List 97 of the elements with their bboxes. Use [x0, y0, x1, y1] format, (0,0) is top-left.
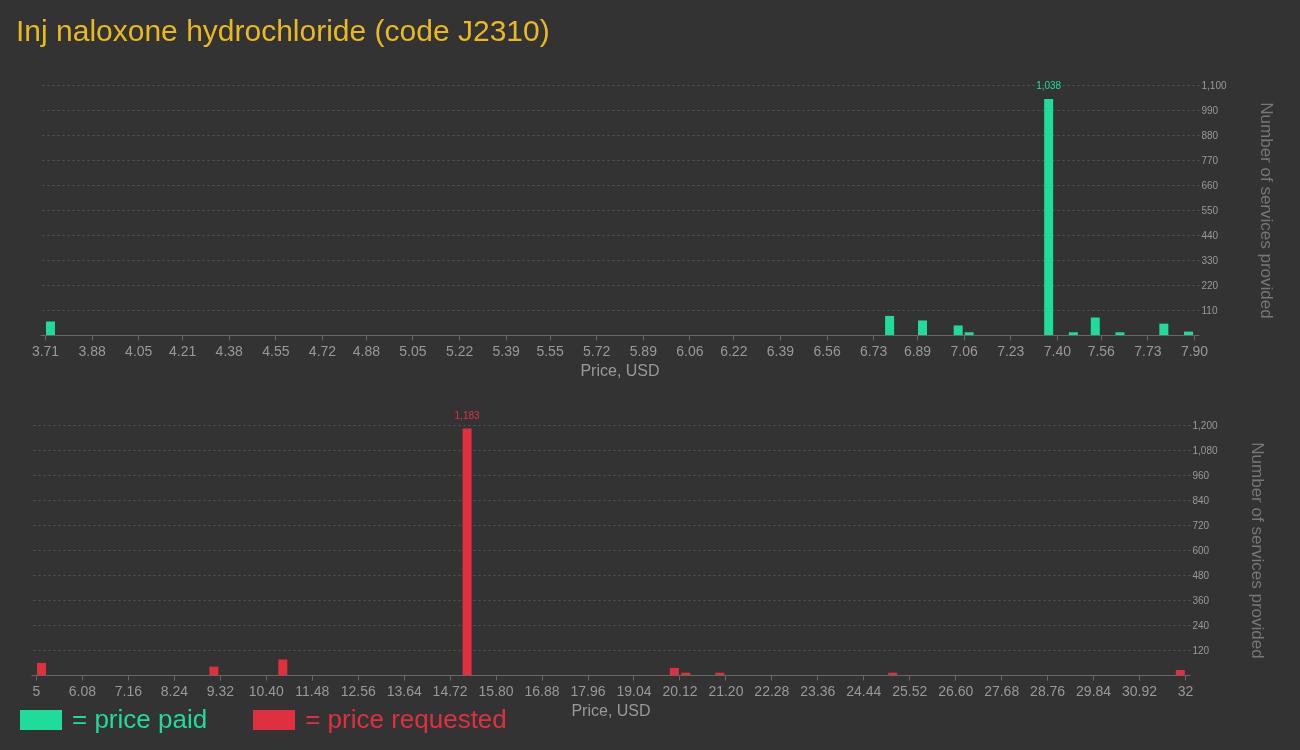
x-tick-label: 6.89 — [903, 342, 932, 359]
y-tick-label: 600 — [1192, 544, 1210, 556]
x-tick-label: 29.84 — [1076, 682, 1112, 699]
x-tick-label: 4.88 — [352, 342, 381, 359]
y-tick-label: 1,200 — [1192, 419, 1218, 431]
x-tick-label: 5.05 — [399, 342, 427, 359]
x-tick-label: 4.21 — [168, 342, 197, 359]
x-tick-label: 5.55 — [536, 342, 564, 359]
y-tick-label: 220 — [1201, 279, 1219, 291]
x-tick-label: 7.90 — [1180, 342, 1209, 359]
bar — [885, 315, 895, 335]
x-tick-label: 27.68 — [984, 682, 1020, 699]
x-tick-label: 4.72 — [308, 342, 337, 359]
x-tick-label: 6.73 — [860, 342, 888, 359]
bar — [1090, 317, 1100, 335]
x-tick-label: 20.12 — [662, 682, 698, 699]
y-tick-label: 110 — [1201, 304, 1218, 316]
x-tick-label: 6.22 — [720, 342, 748, 359]
y-tick-label: 960 — [1192, 469, 1210, 481]
bar — [918, 320, 928, 335]
y-tick-label: 990 — [1201, 104, 1219, 116]
x-tick-label: 7.06 — [950, 342, 978, 359]
x-tick-label: 25.52 — [892, 682, 928, 699]
x-tick-label: 7.16 — [114, 682, 143, 699]
x-tick-label: 4.38 — [215, 342, 244, 359]
bar — [669, 667, 679, 675]
y-tick-label: 120 — [1192, 644, 1210, 656]
x-tick-label: 24.44 — [846, 682, 882, 699]
bar — [964, 332, 974, 335]
bar — [45, 321, 55, 335]
x-tick-label: 8.24 — [160, 682, 189, 699]
x-tick-label: 7.40 — [1043, 342, 1072, 359]
x-tick-label: 10.40 — [248, 682, 285, 699]
x-tick-label: 7.73 — [1134, 342, 1162, 359]
bar — [953, 325, 963, 335]
x-tick-label: 15.80 — [478, 682, 514, 699]
y-tick-label: 330 — [1201, 254, 1219, 266]
y-tick-label: 360 — [1192, 594, 1210, 606]
x-axis-title: Price, USD — [571, 701, 651, 719]
x-tick-label: 3.88 — [78, 342, 106, 359]
x-tick-label: 14.72 — [432, 682, 468, 699]
bar — [1044, 99, 1054, 335]
x-tick-label: 11.48 — [295, 682, 330, 699]
y-tick-label: 240 — [1192, 619, 1210, 631]
x-tick-label: 5.89 — [629, 342, 658, 359]
bar — [1159, 323, 1169, 335]
bar — [278, 659, 288, 675]
x-tick-label: 6.06 — [676, 342, 704, 359]
x-tick-label: 22.28 — [754, 682, 790, 699]
y-tick-label: 720 — [1192, 519, 1210, 531]
x-tick-label: 7.56 — [1087, 342, 1116, 359]
x-tick-label: 5.39 — [492, 342, 521, 359]
x-tick-label: 30.92 — [1122, 682, 1158, 699]
y-axis-title: Number of services provided — [1247, 442, 1267, 659]
x-tick-label: 6.56 — [813, 342, 841, 359]
y-tick-label: 1,100 — [1201, 79, 1227, 91]
x-tick-label: 16.88 — [524, 682, 560, 699]
x-tick-label: 6.08 — [68, 682, 97, 699]
x-tick-label: 26.60 — [938, 682, 974, 699]
legend-label: = price paid — [72, 704, 208, 735]
x-tick-label: 7.23 — [997, 342, 1025, 359]
y-tick-label: 480 — [1192, 569, 1210, 581]
bar — [37, 662, 47, 675]
y-axis-title: Number of services provided — [1256, 102, 1276, 319]
x-tick-label: 28.76 — [1030, 682, 1066, 699]
x-tick-label: 21.20 — [708, 682, 744, 699]
y-tick-label: 1,080 — [1192, 444, 1218, 456]
x-tick-label: 5.72 — [583, 342, 611, 359]
x-tick-label: 13.64 — [386, 682, 422, 699]
data-label: 1,183 — [454, 409, 481, 421]
x-tick-label: 12.56 — [340, 682, 376, 699]
x-tick-label: 32 — [1177, 682, 1194, 699]
x-tick-label: 3.71 — [31, 342, 60, 359]
x-tick-label: 17.96 — [570, 682, 606, 699]
legend-label: = price requested — [305, 704, 507, 735]
x-tick-label: 9.32 — [206, 682, 235, 699]
x-tick-label: 19.04 — [616, 682, 652, 699]
bar — [1115, 332, 1125, 335]
x-axis-title: Price, USD — [580, 361, 660, 379]
bar — [1175, 670, 1185, 675]
x-tick-label: 4.55 — [262, 342, 290, 359]
x-tick-label: 6.39 — [766, 342, 795, 359]
y-tick-label: 880 — [1201, 129, 1219, 141]
x-tick-label: 5 — [32, 682, 41, 699]
bar — [462, 428, 472, 675]
x-tick-label: 4.05 — [125, 342, 153, 359]
x-tick-label: 5.22 — [445, 342, 474, 359]
bar — [1068, 332, 1078, 335]
y-tick-label: 660 — [1201, 179, 1219, 191]
chart-title: Inj naloxone hydrochloride (code J2310) — [16, 14, 550, 48]
y-tick-label: 770 — [1201, 154, 1219, 166]
x-tick-label: 23.36 — [800, 682, 836, 699]
y-tick-label: 840 — [1192, 494, 1210, 506]
y-tick-label: 440 — [1201, 229, 1219, 241]
y-tick-label: 550 — [1201, 204, 1219, 216]
bar — [209, 666, 219, 675]
data-label: 1,038 — [1036, 80, 1062, 92]
